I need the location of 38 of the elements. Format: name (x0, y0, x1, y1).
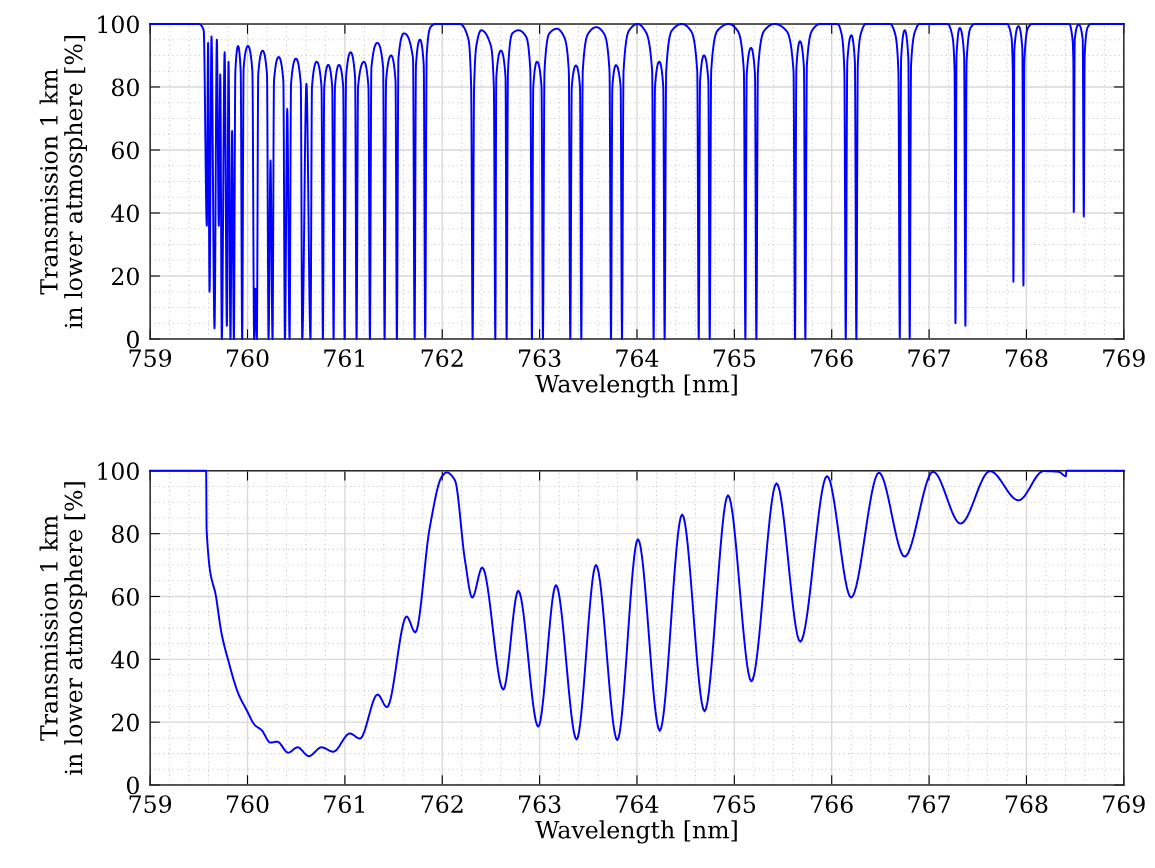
y-tick-label: 40 (111, 204, 139, 223)
x-tick-label: 765 (713, 349, 756, 368)
x-tick-label: 761 (324, 349, 365, 368)
x-tick-label: 759 (129, 349, 172, 368)
y-tick-label: 100 (98, 462, 139, 481)
x-tick-label: 764 (616, 795, 659, 814)
y-tick-label: 80 (111, 78, 139, 97)
x-tick-label: 763 (519, 795, 561, 814)
x-tick-label: 761 (324, 795, 365, 814)
x-tick-label: 760 (226, 795, 269, 814)
x-tick-label: 768 (1005, 349, 1048, 368)
x-tick-label: 764 (616, 349, 659, 368)
y-tick-label: 20 (111, 267, 139, 286)
y-tick-label: 0 (126, 776, 139, 795)
x-tick-label: 767 (908, 349, 950, 368)
x-tick-label: 765 (713, 795, 756, 814)
y-tick-label: 40 (111, 650, 139, 669)
y-tick-label: 80 (111, 525, 139, 543)
x-tick-label: 762 (421, 795, 463, 814)
y-tick-label: 0 (126, 330, 139, 349)
x-tick-label: 763 (519, 349, 561, 368)
y-tick-label: 20 (111, 713, 139, 732)
x-tick-label: 762 (421, 349, 463, 368)
x-tick-label: 767 (908, 795, 950, 814)
x-tick-label: 768 (1005, 795, 1048, 814)
y-tick-label: 60 (111, 141, 139, 160)
x-tick-label: 766 (811, 795, 853, 814)
x-tick-label: 769 (1103, 349, 1145, 368)
y-tick-label: 60 (111, 587, 139, 606)
y-tick-label: 100 (98, 15, 139, 34)
x-tick-label: 766 (811, 349, 853, 368)
x-tick-label: 769 (1103, 795, 1145, 814)
y-axis-title: Transmission 1 km in lower atmosphere [%] (39, 482, 88, 775)
y-axis-title: Transmission 1 km in lower atmosphere [%] (39, 35, 88, 329)
x-axis-title: Wavelength [nm] (535, 374, 737, 398)
x-axis-title: Wavelength [nm] (535, 820, 737, 844)
x-tick-label: 759 (129, 795, 172, 814)
x-tick-label: 760 (226, 349, 269, 368)
